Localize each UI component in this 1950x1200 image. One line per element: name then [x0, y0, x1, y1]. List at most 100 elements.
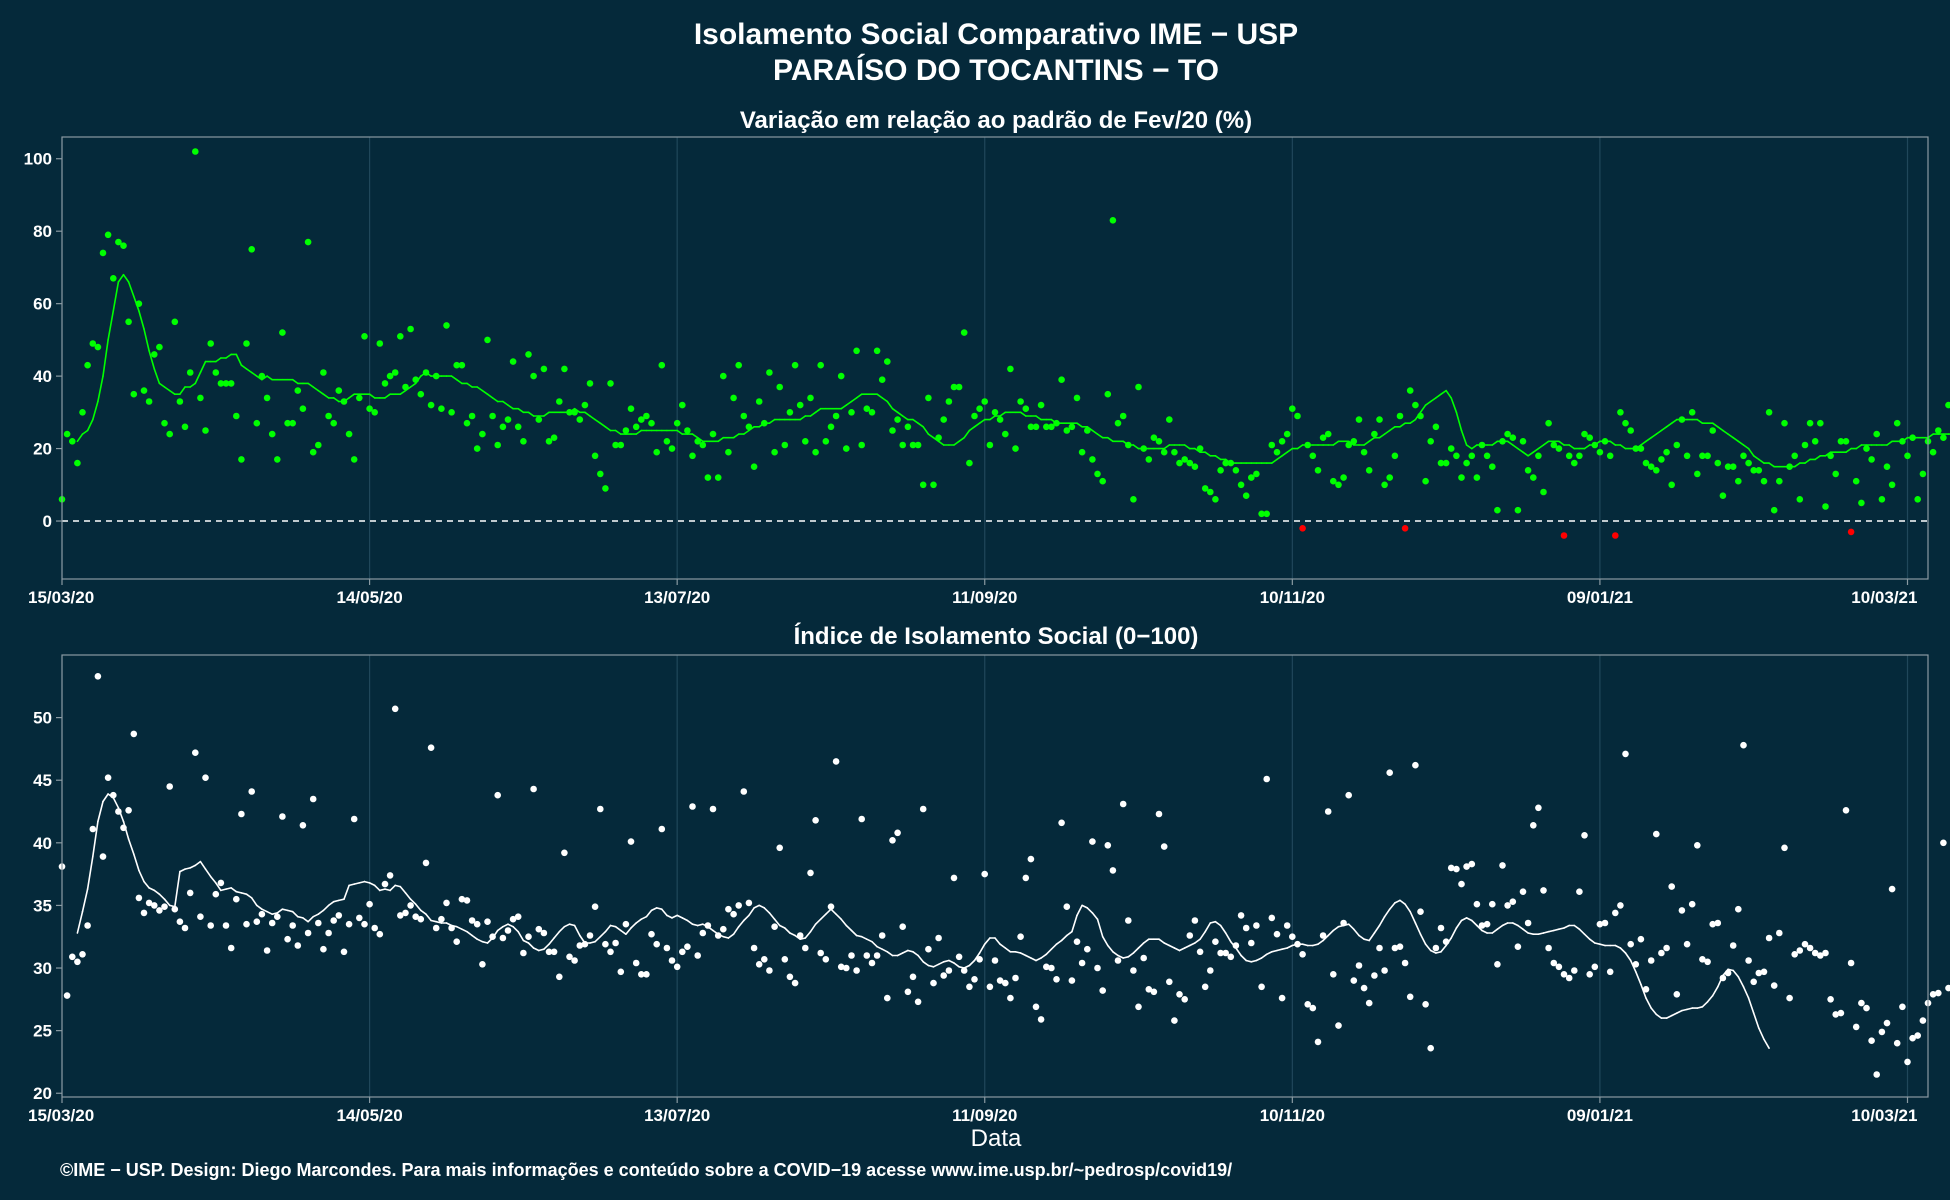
data-point	[299, 822, 307, 829]
data-point	[894, 829, 901, 837]
moving-average-segment	[332, 397, 340, 403]
y-tick-label: 40	[33, 367, 52, 386]
data-point	[1576, 888, 1583, 895]
moving-average-segment	[1122, 440, 1130, 446]
moving-average-segment	[840, 404, 848, 410]
data-point	[494, 441, 502, 449]
data-point	[1494, 961, 1501, 968]
moving-average-segment	[343, 397, 350, 403]
data-point	[69, 438, 76, 445]
data-point	[525, 933, 532, 940]
moving-average-segment	[337, 898, 345, 902]
moving-average-segment	[1388, 425, 1396, 432]
moving-average-segment	[461, 928, 468, 933]
moving-average-segment	[778, 924, 786, 929]
data-point	[909, 973, 917, 981]
moving-average-segment	[1527, 451, 1535, 457]
data-point	[186, 369, 194, 376]
moving-average-segment	[409, 382, 417, 388]
data-point	[479, 961, 486, 968]
data-point	[540, 929, 548, 937]
data-point	[1888, 885, 1896, 893]
data-point	[1468, 860, 1476, 868]
moving-average-segment	[1255, 957, 1263, 962]
data-point	[976, 405, 983, 413]
moving-average-segment	[830, 908, 837, 916]
data-point	[1550, 959, 1558, 967]
y-tick-label: 60	[33, 295, 52, 314]
data-point	[638, 971, 645, 978]
moving-average-segment	[645, 909, 653, 918]
data-point	[1017, 933, 1024, 940]
data-point	[1852, 477, 1860, 485]
data-point	[181, 924, 189, 932]
data-point	[1796, 947, 1804, 954]
data-point	[550, 948, 558, 956]
moving-average-segment	[973, 952, 981, 962]
moving-average-segment	[102, 339, 109, 377]
data-point	[94, 343, 102, 351]
data-point	[1458, 474, 1465, 481]
moving-average-segment	[343, 884, 350, 901]
data-point	[1801, 441, 1809, 449]
data-point	[1212, 496, 1219, 503]
moving-average-segment	[327, 900, 335, 907]
data-point	[289, 419, 297, 427]
data-point	[422, 859, 430, 867]
data-point	[960, 329, 968, 336]
moving-average-segment	[1260, 953, 1268, 959]
data-point	[530, 785, 537, 793]
data-point	[1873, 430, 1880, 438]
data-point	[525, 351, 532, 358]
data-point	[1207, 488, 1214, 496]
moving-average-segment	[1573, 924, 1581, 931]
data-point	[1068, 977, 1076, 984]
moving-average-segment	[1670, 418, 1678, 425]
moving-average-segment	[701, 923, 709, 928]
data-point	[889, 427, 896, 434]
moving-average-segment	[1696, 1005, 1704, 1009]
moving-average-segment	[568, 407, 576, 414]
data-point	[1755, 467, 1763, 474]
moving-average-segment	[158, 382, 166, 388]
moving-average-segment	[999, 411, 1007, 417]
data-point	[243, 920, 250, 928]
data-point	[381, 880, 389, 888]
moving-average-segment	[240, 892, 248, 896]
moving-average-segment	[1378, 915, 1386, 927]
data-point	[1273, 930, 1281, 938]
data-point	[1032, 1003, 1040, 1011]
data-point	[843, 445, 850, 452]
moving-average-segment	[748, 425, 755, 432]
data-point	[1355, 962, 1363, 969]
data-point	[217, 879, 225, 887]
moving-average-segment	[1763, 1038, 1770, 1049]
data-point	[1309, 1004, 1317, 1012]
data-point	[1432, 423, 1440, 431]
data-point	[1048, 423, 1055, 431]
moving-average-segment	[209, 875, 217, 884]
data-point	[1596, 920, 1604, 928]
moving-average-segment	[404, 892, 412, 901]
data-point	[863, 405, 871, 413]
data-point	[1817, 952, 1824, 959]
data-point	[1524, 919, 1532, 927]
data-point	[320, 369, 327, 376]
moving-average-segment	[476, 386, 484, 392]
data-point	[468, 917, 476, 924]
data-point	[1207, 967, 1214, 974]
moving-average-segment	[307, 382, 315, 388]
moving-average-segment	[1927, 433, 1934, 439]
data-point	[632, 423, 640, 431]
moving-average-segment	[1537, 444, 1545, 450]
data-point	[1776, 929, 1783, 937]
moving-average-segment	[122, 273, 130, 283]
data-point	[950, 874, 958, 882]
data-point	[1883, 1019, 1891, 1027]
data-point	[125, 318, 132, 326]
moving-average-segment	[179, 386, 186, 396]
moving-average-segment	[548, 937, 555, 946]
data-point	[981, 870, 988, 878]
moving-average-segment	[250, 371, 258, 377]
data-point	[499, 423, 507, 431]
